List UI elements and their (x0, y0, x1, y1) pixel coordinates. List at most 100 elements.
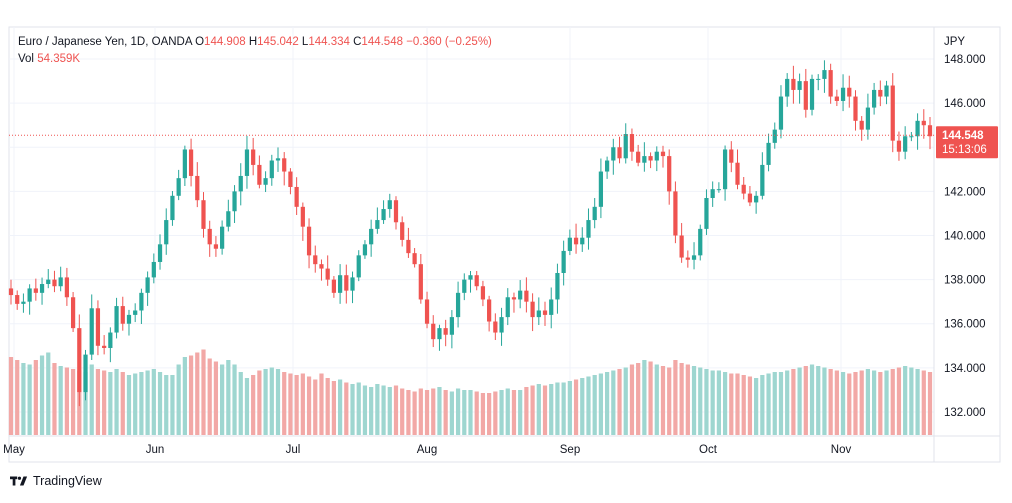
candle-body[interactable] (201, 200, 206, 229)
candle-body[interactable] (462, 279, 467, 293)
candle-body[interactable] (424, 299, 430, 324)
candle-body[interactable] (58, 277, 63, 287)
legend-symbol[interactable]: Euro / Japanese Yen, 1D, OANDA (18, 36, 192, 48)
candle-body[interactable] (157, 244, 163, 262)
candle-body[interactable] (698, 228, 703, 256)
candle-body[interactable] (493, 321, 498, 333)
candle-body[interactable] (741, 184, 746, 194)
candle-body[interactable] (83, 354, 88, 393)
candle-body[interactable] (555, 272, 560, 300)
candle-body[interactable] (623, 134, 628, 159)
candle-body[interactable] (573, 237, 579, 245)
candle-body[interactable] (89, 308, 94, 355)
candle-body[interactable] (691, 255, 697, 260)
candle-body[interactable] (530, 301, 535, 318)
candle-body[interactable] (362, 244, 368, 256)
candle-body[interactable] (766, 142, 771, 165)
candle-body[interactable] (722, 149, 728, 190)
candle-body[interactable] (903, 136, 908, 152)
candle-body[interactable] (21, 301, 26, 304)
candle-body[interactable] (27, 288, 32, 302)
candle-body[interactable] (325, 268, 330, 280)
candle-body[interactable] (511, 297, 517, 300)
candle-body[interactable] (282, 158, 287, 172)
candle-body[interactable] (909, 136, 914, 138)
candle-body[interactable] (319, 264, 324, 269)
candle-body[interactable] (704, 198, 709, 229)
candle-body[interactable] (226, 211, 231, 227)
candle-body[interactable] (244, 149, 250, 176)
candle-body[interactable] (188, 149, 194, 176)
candle-body[interactable] (617, 147, 622, 159)
candle-body[interactable] (437, 328, 442, 340)
candle-body[interactable] (872, 89, 877, 108)
candle-body[interactable] (549, 299, 554, 315)
candle-body[interactable] (257, 164, 262, 185)
candle-body[interactable] (865, 107, 871, 130)
candle-body[interactable] (648, 156, 653, 161)
candle-body[interactable] (859, 120, 864, 130)
candle-body[interactable] (108, 332, 113, 348)
candle-body[interactable] (182, 149, 187, 179)
candle-body[interactable] (52, 279, 57, 287)
candle-body[interactable] (710, 189, 715, 199)
candle-body[interactable] (418, 264, 423, 300)
candle-body[interactable] (120, 306, 125, 324)
candle-body[interactable] (151, 261, 156, 278)
candle-body[interactable] (77, 328, 82, 393)
candle-body[interactable] (679, 235, 684, 258)
candle-body[interactable] (170, 195, 175, 221)
candle-body[interactable] (387, 200, 392, 210)
candle-body[interactable] (915, 120, 920, 137)
footer-brand[interactable]: TradingView (33, 474, 102, 488)
candle-body[interactable] (238, 175, 243, 192)
candle-body[interactable] (791, 78, 796, 90)
candle-body[interactable] (642, 156, 647, 163)
candle-body[interactable] (542, 310, 548, 315)
candle-body[interactable] (536, 310, 541, 318)
candle-body[interactable] (220, 226, 225, 249)
candle-body[interactable] (803, 81, 808, 110)
candle-body[interactable] (133, 310, 138, 315)
candle-body[interactable] (890, 85, 895, 141)
candle-body[interactable] (275, 158, 281, 161)
candle-body[interactable] (337, 275, 343, 293)
candle-body[interactable] (927, 125, 933, 137)
candle-body[interactable] (313, 255, 318, 265)
candle-body[interactable] (15, 295, 20, 304)
candle-body[interactable] (878, 89, 883, 97)
candle-body[interactable] (164, 220, 169, 245)
candle-body[interactable] (331, 279, 337, 293)
candle-body[interactable] (263, 178, 268, 185)
candle-body[interactable] (443, 328, 448, 335)
candle-body[interactable] (406, 239, 411, 254)
candle-body[interactable] (70, 297, 76, 329)
candle-body[interactable] (884, 85, 889, 97)
candle-body[interactable] (207, 228, 212, 245)
candle-body[interactable] (412, 253, 417, 265)
candle-body[interactable] (306, 226, 312, 256)
candle-body[interactable] (126, 314, 132, 324)
candle-body[interactable] (822, 70, 827, 79)
candle-body[interactable] (580, 237, 585, 245)
candle-body[interactable] (251, 149, 256, 165)
candle-body[interactable] (499, 317, 504, 333)
candle-body[interactable] (33, 288, 38, 293)
candle-body[interactable] (778, 96, 784, 130)
candle-body[interactable] (567, 237, 572, 251)
candle-body[interactable] (294, 186, 299, 207)
candle-body[interactable] (809, 78, 815, 110)
candle-body[interactable] (344, 275, 349, 291)
candle-body[interactable] (139, 292, 144, 311)
candle-body[interactable] (598, 171, 604, 207)
candle-body[interactable] (561, 250, 566, 273)
candle-body[interactable] (474, 275, 479, 287)
candle-body[interactable] (431, 323, 436, 340)
candle-body[interactable] (797, 81, 802, 90)
candle-body[interactable] (400, 222, 405, 240)
candle-body[interactable] (480, 286, 486, 300)
candle-body[interactable] (853, 96, 858, 121)
candle-body[interactable] (505, 297, 510, 318)
